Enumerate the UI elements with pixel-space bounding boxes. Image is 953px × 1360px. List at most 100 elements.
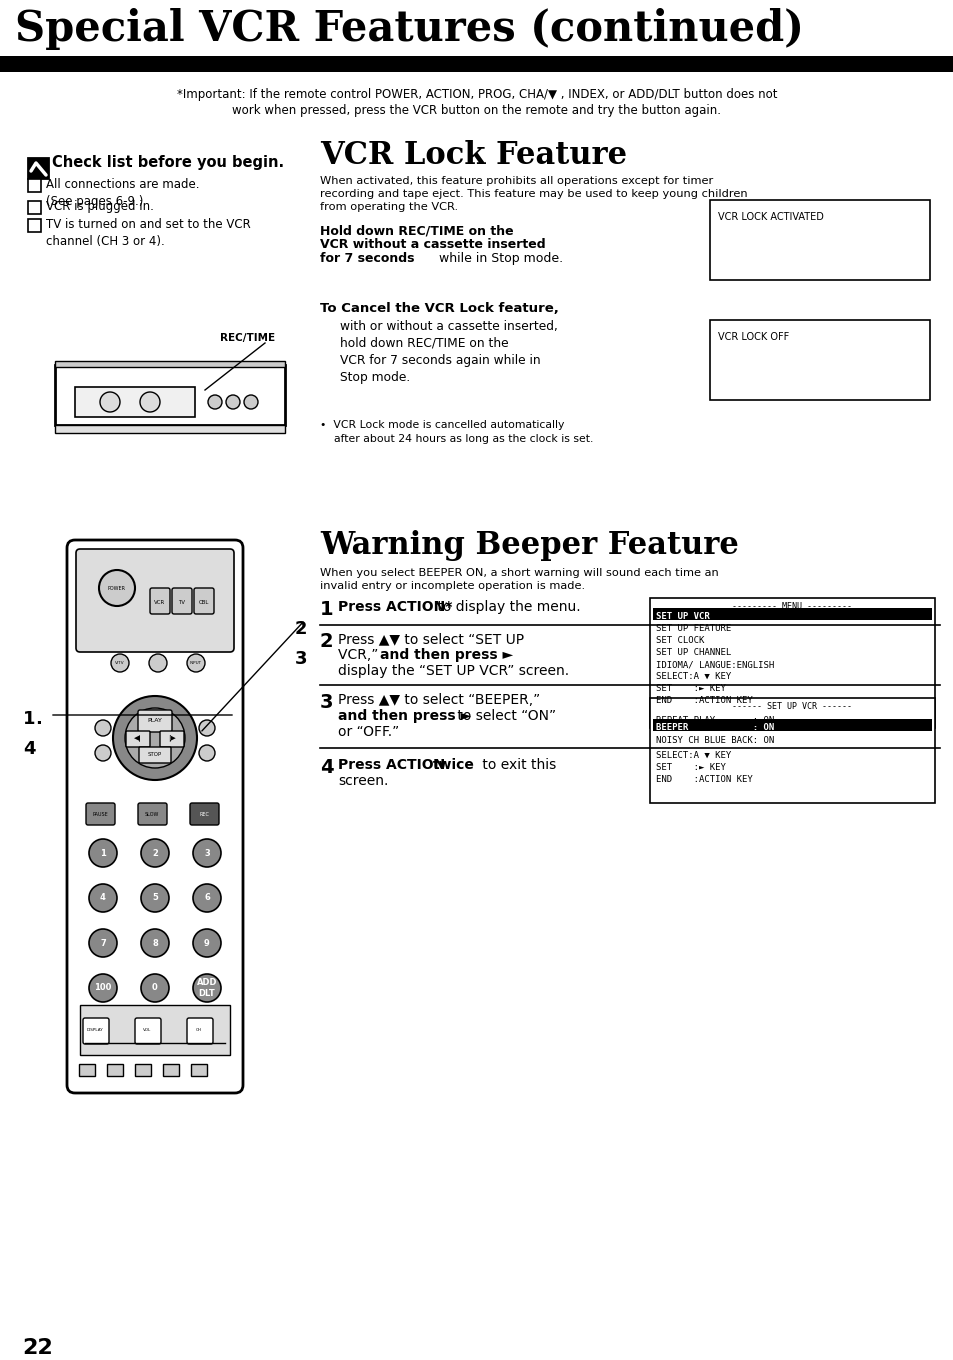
- Circle shape: [95, 719, 111, 736]
- Text: Press ▲▼ to select “SET UP: Press ▲▼ to select “SET UP: [337, 632, 523, 646]
- Circle shape: [100, 392, 120, 412]
- Text: 3: 3: [204, 849, 210, 858]
- Text: --------- MENU ---------: --------- MENU ---------: [731, 602, 851, 611]
- Text: VCR without a cassette inserted: VCR without a cassette inserted: [319, 238, 545, 252]
- Circle shape: [199, 719, 214, 736]
- Bar: [79, 1064, 95, 1076]
- Circle shape: [141, 884, 169, 913]
- Text: SET UP VCR: SET UP VCR: [656, 612, 709, 622]
- Text: PLAY: PLAY: [148, 718, 162, 724]
- Text: 1: 1: [319, 600, 334, 619]
- Text: display the “SET UP VCR” screen.: display the “SET UP VCR” screen.: [337, 664, 569, 679]
- Text: Hold down REC/TIME on the: Hold down REC/TIME on the: [319, 224, 513, 237]
- Text: VCR LOCK ACTIVATED: VCR LOCK ACTIVATED: [718, 212, 823, 222]
- Text: Warning Beeper Feature: Warning Beeper Feature: [319, 530, 739, 560]
- Circle shape: [193, 974, 221, 1002]
- Text: NOISY CH BLUE BACK: ON: NOISY CH BLUE BACK: ON: [656, 736, 774, 745]
- Text: 4: 4: [23, 740, 35, 758]
- Circle shape: [226, 394, 240, 409]
- Text: POWER: POWER: [108, 586, 126, 590]
- Circle shape: [89, 929, 117, 957]
- Text: with or without a cassette inserted,
hold down REC/TIME on the
VCR for 7 seconds: with or without a cassette inserted, hol…: [339, 320, 558, 384]
- Text: 0: 0: [152, 983, 157, 993]
- Bar: [649, 698, 934, 802]
- Text: 1: 1: [100, 849, 106, 858]
- Text: ◀|: ◀|: [134, 734, 142, 741]
- Bar: [652, 719, 931, 732]
- Text: PAUSE: PAUSE: [92, 812, 108, 816]
- Bar: [55, 424, 285, 432]
- Text: ADD
DLT: ADD DLT: [196, 978, 217, 998]
- Text: work when pressed, press the VCR button on the remote and try the button again.: work when pressed, press the VCR button …: [233, 103, 720, 117]
- Text: VCR,”: VCR,”: [337, 647, 382, 662]
- FancyBboxPatch shape: [150, 588, 170, 613]
- Text: To Cancel the VCR Lock feature,: To Cancel the VCR Lock feature,: [319, 302, 558, 316]
- Text: 6: 6: [204, 894, 210, 903]
- Circle shape: [149, 654, 167, 672]
- Text: REC/TIME: REC/TIME: [219, 333, 274, 343]
- Text: 22: 22: [22, 1338, 52, 1359]
- Text: 4: 4: [100, 894, 106, 903]
- Text: 2: 2: [294, 620, 307, 638]
- Circle shape: [193, 884, 221, 913]
- Bar: [28, 180, 41, 192]
- FancyBboxPatch shape: [86, 802, 115, 826]
- Text: and then press ►: and then press ►: [337, 709, 471, 724]
- Text: VCR: VCR: [154, 600, 166, 604]
- Text: When activated, this feature prohibits all operations except for timer
recording: When activated, this feature prohibits a…: [319, 175, 747, 212]
- Circle shape: [193, 839, 221, 868]
- Text: BEEPER            : ON: BEEPER : ON: [656, 724, 774, 732]
- Text: IDIOMA/ LANGUE:ENGLISH: IDIOMA/ LANGUE:ENGLISH: [656, 660, 774, 669]
- Text: SET    :► KEY: SET :► KEY: [656, 684, 725, 694]
- FancyBboxPatch shape: [67, 540, 243, 1093]
- Circle shape: [112, 696, 196, 781]
- Bar: [28, 201, 41, 214]
- Circle shape: [125, 709, 185, 768]
- FancyBboxPatch shape: [193, 588, 213, 613]
- Circle shape: [111, 654, 129, 672]
- FancyBboxPatch shape: [187, 1019, 213, 1044]
- Circle shape: [140, 392, 160, 412]
- Text: INPUT: INPUT: [190, 661, 202, 665]
- Text: and then press ►: and then press ►: [379, 647, 513, 662]
- Bar: [0, 56, 953, 72]
- Text: 8: 8: [152, 938, 157, 948]
- FancyBboxPatch shape: [139, 747, 171, 763]
- Circle shape: [89, 884, 117, 913]
- Bar: [652, 608, 931, 620]
- Text: Press ACTION*: Press ACTION*: [337, 600, 452, 613]
- Bar: [191, 1064, 207, 1076]
- Text: SELECT:A ▼ KEY: SELECT:A ▼ KEY: [656, 751, 731, 760]
- Bar: [75, 388, 194, 418]
- Bar: [28, 219, 41, 233]
- Text: for 7 seconds: for 7 seconds: [319, 252, 414, 265]
- Text: VCR Lock Feature: VCR Lock Feature: [319, 140, 626, 171]
- Text: 2: 2: [319, 632, 334, 651]
- Circle shape: [141, 974, 169, 1002]
- FancyBboxPatch shape: [83, 1019, 109, 1044]
- Bar: [80, 1005, 230, 1055]
- Bar: [55, 364, 285, 424]
- Text: Check list before you begin.: Check list before you begin.: [52, 155, 284, 170]
- Text: while in Stop mode.: while in Stop mode.: [435, 252, 562, 265]
- Text: |▶: |▶: [168, 734, 175, 741]
- Bar: [55, 360, 285, 367]
- Text: 7: 7: [100, 938, 106, 948]
- Circle shape: [89, 974, 117, 1002]
- FancyBboxPatch shape: [126, 732, 150, 747]
- Text: 3: 3: [319, 694, 334, 713]
- Text: 3: 3: [294, 650, 307, 668]
- Text: ------ SET UP VCR ------: ------ SET UP VCR ------: [731, 702, 851, 711]
- Bar: [135, 1064, 151, 1076]
- Text: All connections are made.
(See pages 6-9.): All connections are made. (See pages 6-9…: [46, 178, 199, 208]
- Text: VCR LOCK OFF: VCR LOCK OFF: [718, 332, 788, 341]
- Text: VCR is plugged in.: VCR is plugged in.: [46, 200, 153, 214]
- Text: •  VCR Lock mode is cancelled automatically: • VCR Lock mode is cancelled automatical…: [319, 420, 564, 430]
- Circle shape: [208, 394, 222, 409]
- FancyBboxPatch shape: [76, 549, 233, 651]
- Text: .: .: [35, 710, 42, 728]
- Circle shape: [187, 654, 205, 672]
- Text: to display the menu.: to display the menu.: [433, 600, 580, 613]
- Text: VOL: VOL: [143, 1028, 151, 1032]
- Text: after about 24 hours as long as the clock is set.: after about 24 hours as long as the cloc…: [319, 434, 593, 443]
